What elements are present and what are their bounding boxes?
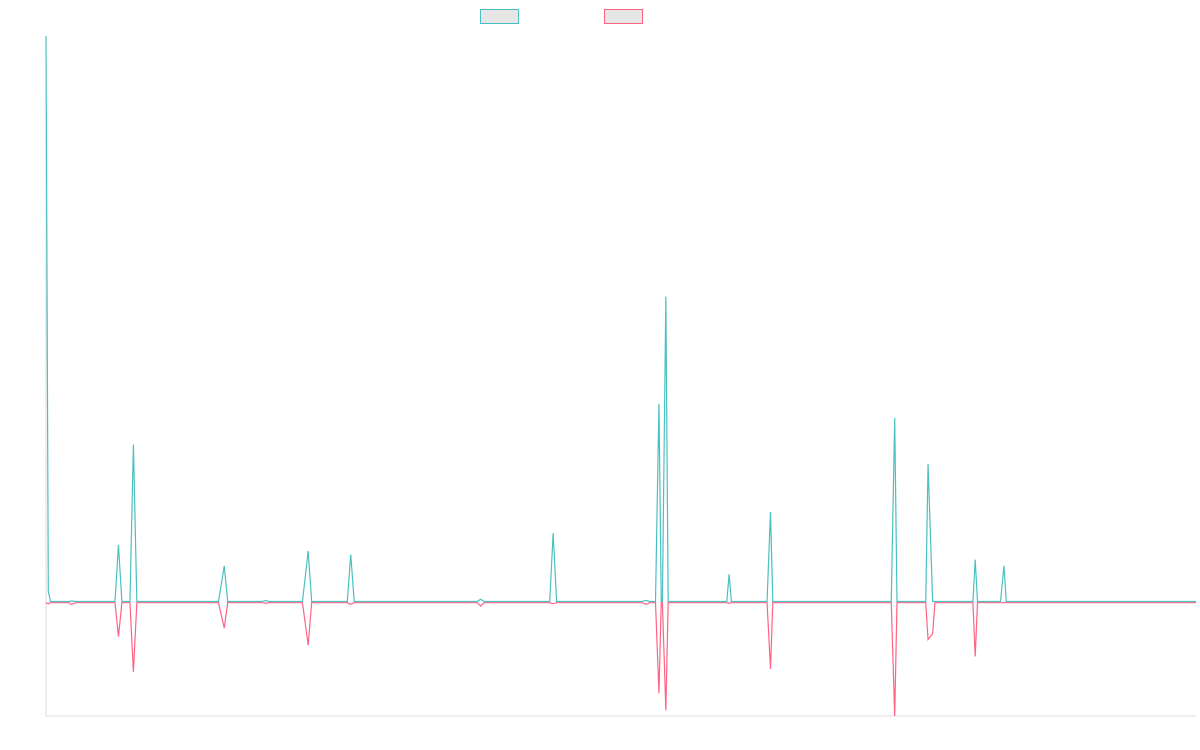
series-line-2 xyxy=(45,602,1196,717)
series-line-1 xyxy=(45,35,1196,603)
series-layer xyxy=(45,35,1196,717)
legend-swatch-series-2[interactable] xyxy=(604,9,643,24)
legend-swatch-series-1[interactable] xyxy=(480,9,519,24)
